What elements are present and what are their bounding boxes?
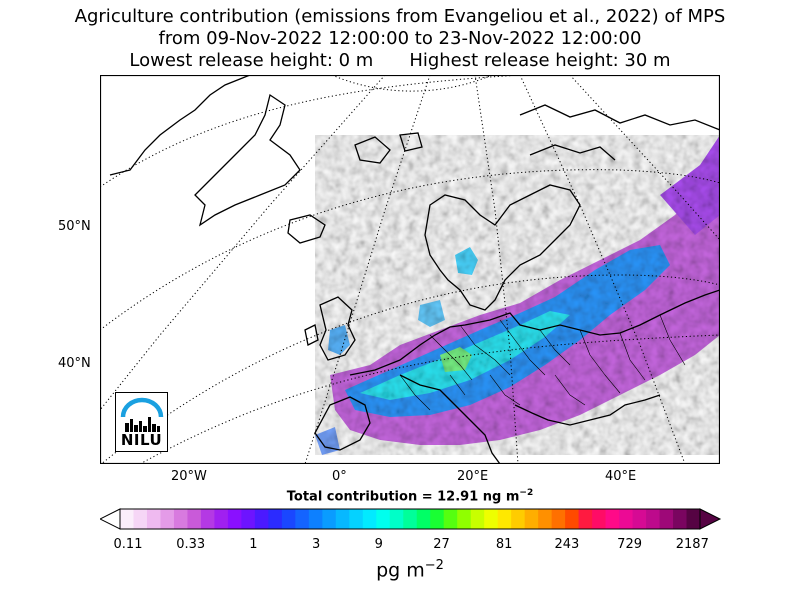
- lowest-release-height: Lowest release height: 0 m: [129, 50, 374, 71]
- country-borders: [399, 314, 686, 411]
- colorbar-bin: [120, 509, 134, 529]
- total-contribution-text: Total contribution = 12.91 ng m: [286, 489, 520, 505]
- colorbar-bin: [389, 509, 404, 529]
- plume-denmark: [418, 300, 445, 327]
- colorbar-bin: [497, 509, 512, 529]
- colorbar-bin: [187, 509, 202, 529]
- plume-uk: [328, 325, 350, 355]
- plume-scandinavia: [455, 247, 478, 275]
- colorbar-bin: [632, 509, 647, 529]
- colorbar-tick-label: 3: [311, 537, 321, 552]
- plume-far-east-violet: [660, 135, 720, 235]
- unit-text: pg m: [376, 559, 425, 582]
- svalbard-coast: [354, 132, 423, 164]
- colorbar-bin: [524, 509, 539, 529]
- colorbar-bin: [349, 509, 364, 529]
- colorbar-bin: [227, 509, 242, 529]
- colorbar-tick-label: 1: [249, 537, 258, 552]
- colorbar-bin: [322, 509, 337, 529]
- colorbar-bin: [457, 509, 472, 529]
- nilu-logo-mark: [120, 397, 164, 432]
- colorbar-bin: [281, 509, 296, 529]
- colorbar-bin: [200, 509, 215, 529]
- colorbar-min-extension: [100, 508, 121, 530]
- highest-release-height: Highest release height: 30 m: [409, 50, 671, 71]
- colorbar-bin: [430, 509, 445, 529]
- colorbar-tick-label: 0.11: [113, 537, 143, 552]
- total-contribution: Total contribution = 12.91 ng m−2: [0, 488, 800, 504]
- colorbar-bin: [646, 509, 660, 529]
- unit-exponent: −2: [424, 558, 444, 573]
- colorbar-tick-label: 2187: [675, 537, 709, 552]
- colorbar-tick-label: 9: [374, 537, 383, 552]
- colorbar-bin: [592, 509, 606, 529]
- colorbar-bin: [241, 509, 256, 529]
- scandinavia-coast: [424, 184, 581, 311]
- colorbar-bin: [443, 509, 458, 529]
- concentration-plume: [315, 135, 720, 455]
- colorbar-bin: [362, 509, 377, 529]
- colorbar-tick-label: 81: [495, 537, 513, 552]
- colorbar-unit-label: pg m−2: [0, 558, 800, 581]
- colorbar-tick-label: 243: [554, 537, 580, 552]
- title-line-1: Agriculture contribution (emissions from…: [74, 6, 726, 27]
- title-line-3: Lowest release height: 0 m Highest releas…: [0, 50, 800, 72]
- greenland-coast: [109, 75, 301, 227]
- colorbar-bin: [308, 509, 323, 529]
- colorbar-bin: [295, 509, 310, 529]
- lon-label-20w: 20°W: [171, 469, 207, 484]
- map-panel: [100, 75, 720, 464]
- british-isles-coast: [304, 296, 356, 361]
- colorbar-bin: [484, 509, 499, 529]
- colorbar-bin: [146, 509, 161, 529]
- colorbar-bins: [120, 509, 701, 529]
- coastlines: [109, 75, 720, 464]
- north-coast-russia: [519, 104, 720, 161]
- colorbar-tick-label: 0.33: [176, 537, 206, 552]
- lon-label-40e: 40°E: [605, 469, 637, 484]
- map-frame: [100, 75, 720, 464]
- colorbar-bin: [551, 509, 566, 529]
- plume-iberia: [315, 427, 340, 455]
- continental-coast: [314, 289, 720, 464]
- colorbar-bin: [686, 509, 701, 529]
- colorbar-bin: [160, 509, 175, 529]
- colorbar-bin: [619, 509, 633, 529]
- lon-label-20e: 20°E: [457, 469, 489, 484]
- iceland-coast: [287, 214, 326, 244]
- graticule: [100, 75, 720, 464]
- nilu-logo: NILU: [115, 392, 168, 452]
- colorbar-bin: [133, 509, 148, 529]
- colorbar-max-extension: [699, 508, 722, 530]
- colorbar-bin: [403, 509, 418, 529]
- lat-label-40n: 40°N: [58, 356, 91, 371]
- total-contribution-exponent: −2: [519, 488, 534, 498]
- colorbar-bin: [605, 509, 620, 529]
- colorbar-bin: [659, 509, 674, 529]
- colorbar-tick-label: 27: [433, 537, 450, 552]
- colorbar-bin: [173, 509, 188, 529]
- colorbar-bin: [673, 509, 687, 529]
- colorbar-bin: [268, 509, 283, 529]
- colorbar-bin: [335, 509, 350, 529]
- colorbar-bin: [511, 509, 526, 529]
- title-line-2: from 09-Nov-2022 12:00:00 to 23-Nov-2022…: [158, 28, 642, 49]
- lon-label-0: 0°: [332, 469, 347, 484]
- colorbar-bin: [376, 509, 391, 529]
- colorbar-tick-label: 729: [617, 537, 643, 552]
- colorbar-bin: [538, 509, 553, 529]
- lat-label-50n: 50°N: [58, 219, 91, 234]
- colorbar-bin: [565, 509, 580, 529]
- colorbar-bin: [416, 509, 431, 529]
- colorbar-frame: [119, 508, 701, 530]
- nilu-logo-text: NILU: [120, 431, 163, 449]
- colorbar-bin: [214, 509, 229, 529]
- colorbar-bin: [254, 509, 269, 529]
- colorbar: [100, 508, 722, 530]
- colorbar-bin: [470, 509, 485, 529]
- colorbar-bin: [578, 509, 593, 529]
